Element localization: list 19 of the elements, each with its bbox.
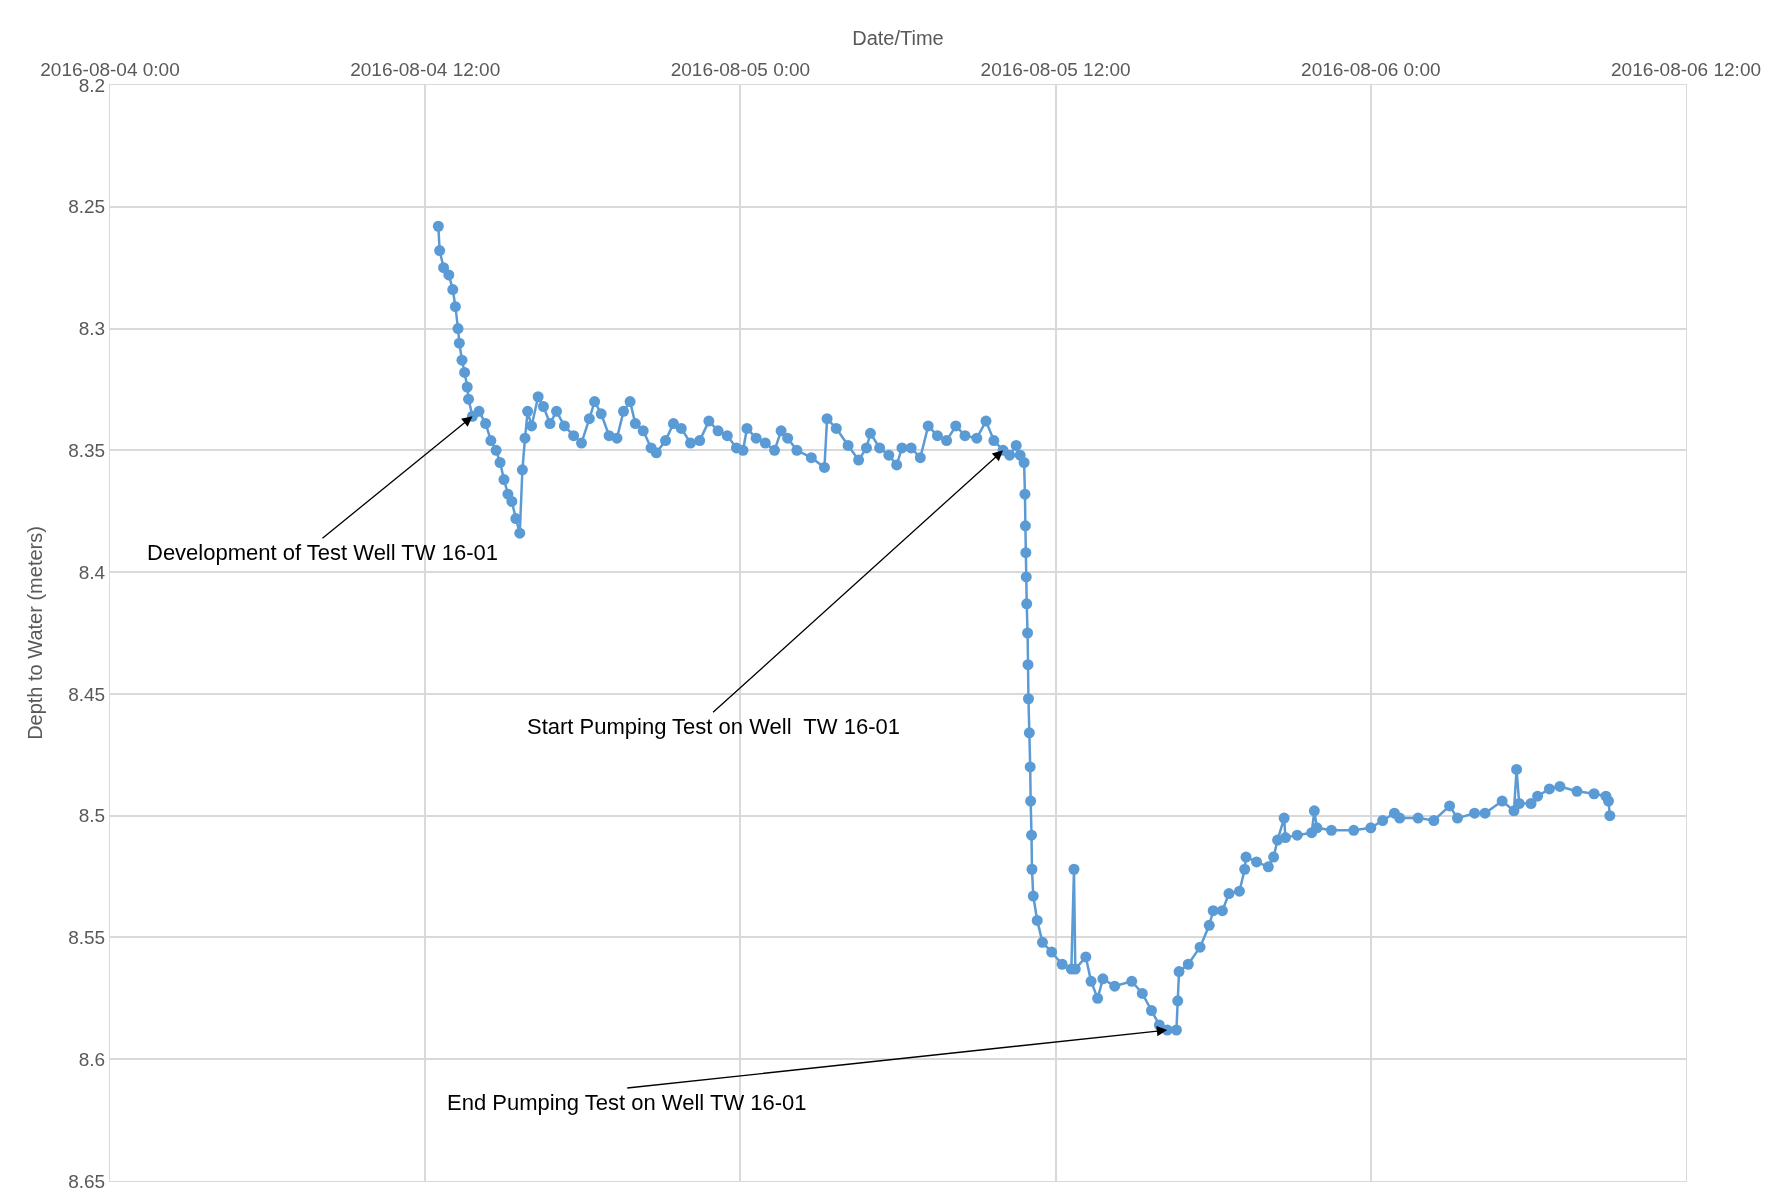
x-tick-label: 2016-08-04 12:00 (350, 59, 501, 81)
y-tick-label: 8.25 (68, 196, 106, 218)
y-tick-label: 8.5 (78, 805, 106, 827)
annotation: Development of Test Well TW 16-01 (147, 540, 498, 565)
x-tick-label: 2016-08-05 12:00 (980, 59, 1131, 81)
annotation: End Pumping Test on Well TW 16-01 (447, 1090, 807, 1115)
y-tick-label: 8.35 (68, 439, 106, 461)
y-tick-label: 8.4 (78, 561, 106, 583)
y-tick-label: 8.65 (68, 1170, 106, 1192)
y-tick-label: 8.55 (68, 927, 106, 949)
y-tick-label: 8.45 (68, 683, 106, 705)
x-tick-label: 2016-08-06 12:00 (1610, 59, 1762, 81)
y-tick-label: 8.3 (78, 318, 106, 340)
annotation: Start Pumping Test on Well TW 16-01 (527, 714, 900, 739)
y-axis-title: Depth to Water (meters) (23, 526, 46, 740)
x-tick-label: 2016-08-05 0:00 (670, 59, 811, 81)
y-tick-label: 8.6 (78, 1048, 106, 1070)
x-tick-label: 2016-08-06 0:00 (1301, 59, 1441, 81)
x-axis-title: Date/Time (852, 26, 944, 49)
